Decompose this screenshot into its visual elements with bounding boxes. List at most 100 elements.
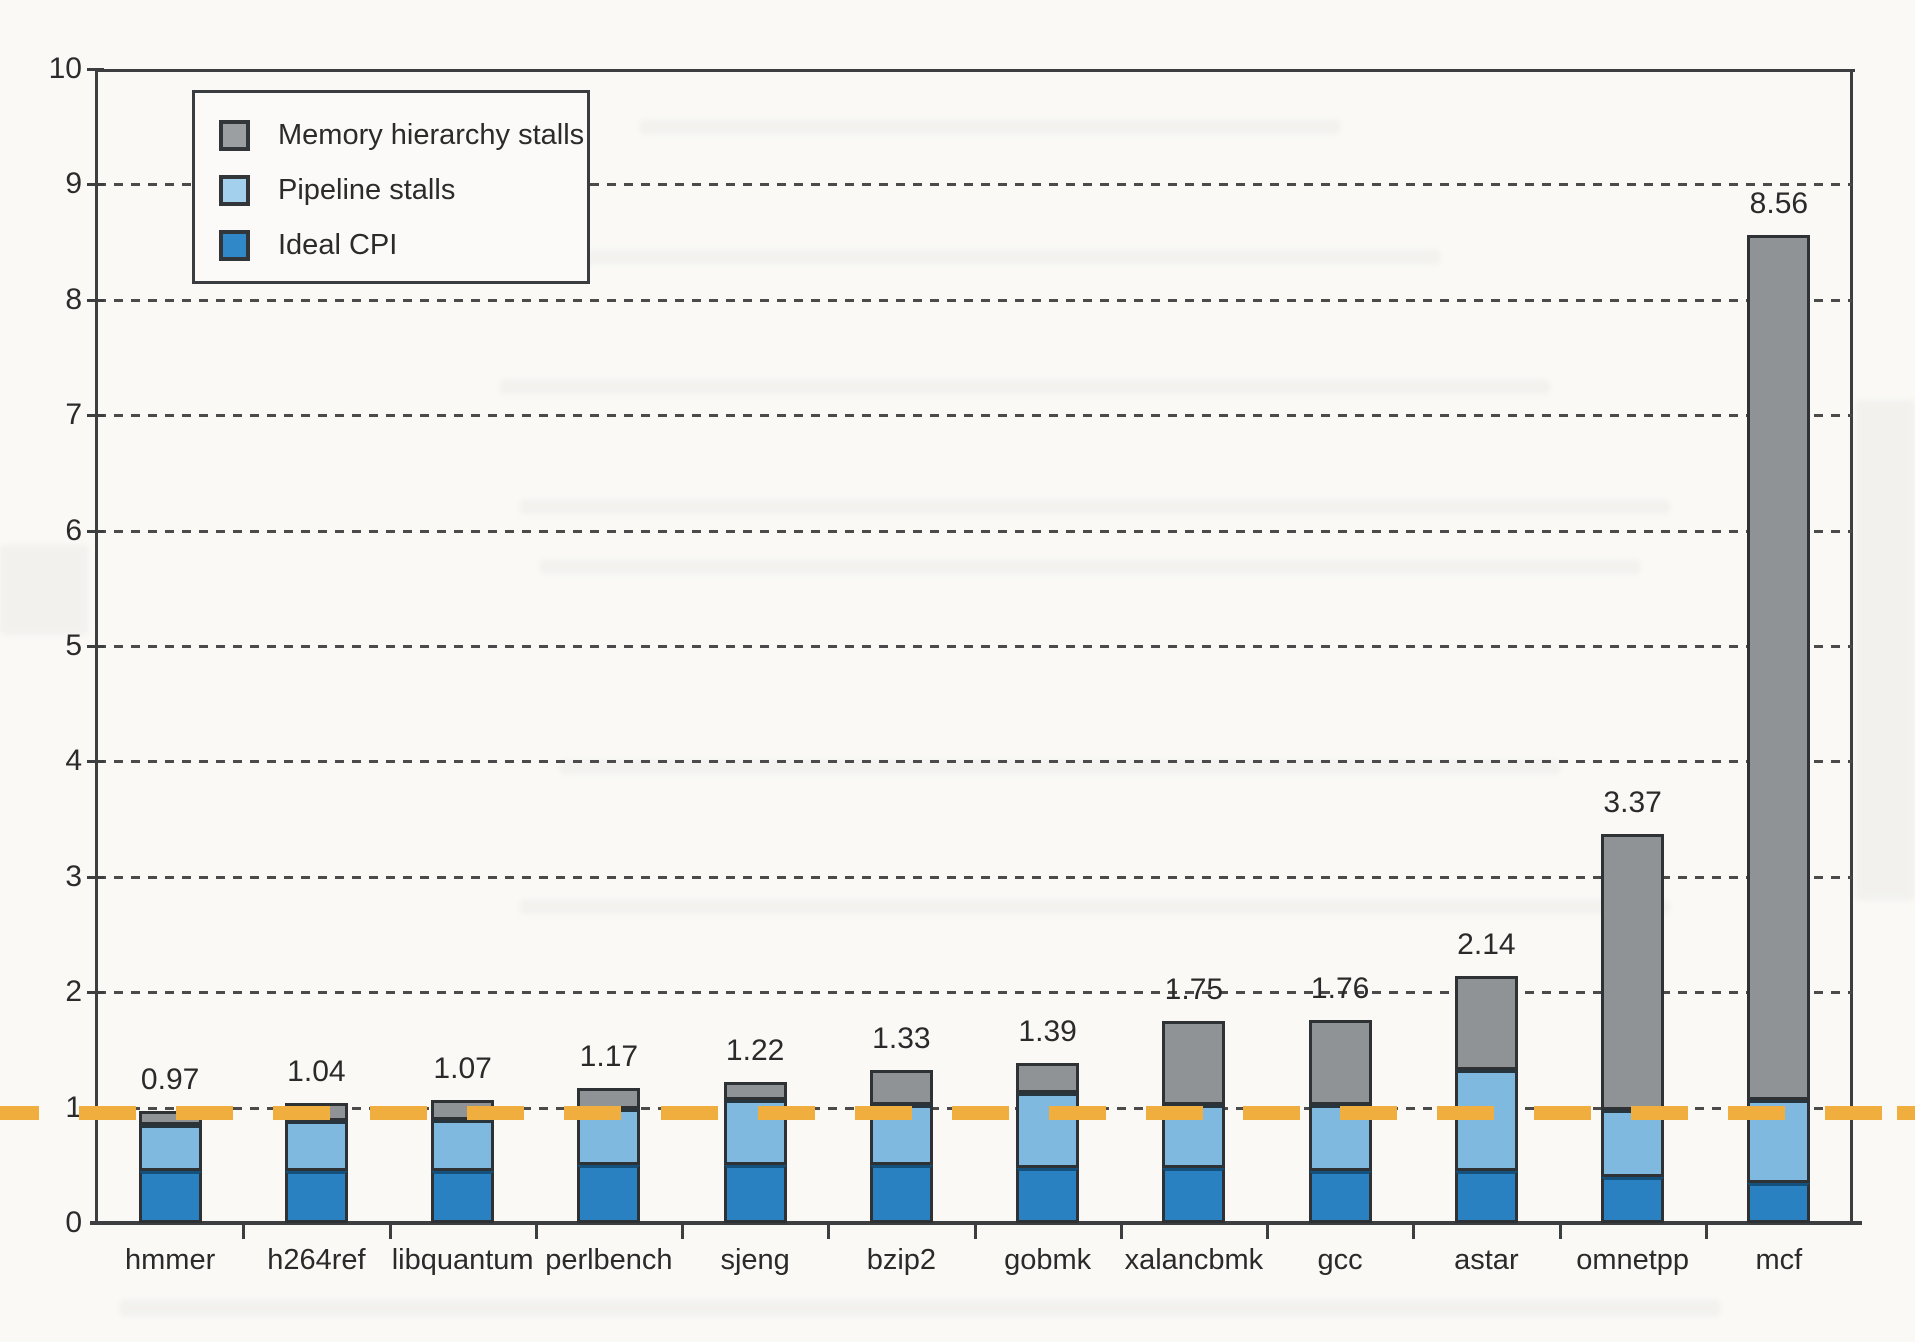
gridline-y2 — [97, 991, 1852, 995]
plot-top-border — [95, 69, 1855, 72]
bar-segment-memory-stalls — [1162, 1021, 1226, 1106]
y-axis-tick-label: 7 — [65, 398, 82, 432]
bar-segment-pipeline-stalls — [138, 1124, 202, 1172]
bar-value-label: 1.75 — [1164, 973, 1224, 1007]
x-axis-label-perlbench: perlbench — [545, 1244, 673, 1276]
bar-segment-ideal-cpi — [577, 1165, 641, 1223]
x-axis-tick — [534, 1223, 538, 1239]
x-axis-tick — [388, 1223, 392, 1239]
bar-value-label: 1.07 — [433, 1051, 492, 1085]
bar-segment-ideal-cpi — [1016, 1167, 1080, 1223]
bar-segment-pipeline-stalls — [284, 1121, 348, 1172]
y-axis-tick-label: 10 — [48, 52, 82, 85]
bar-segment-memory-stalls — [1016, 1062, 1080, 1093]
x-axis-tick — [242, 1223, 246, 1239]
bar-value-label: 2.14 — [1457, 928, 1516, 962]
legend-label: Ideal CPI — [278, 228, 398, 261]
bar-segment-pipeline-stalls — [1016, 1092, 1080, 1168]
x-axis-tick — [973, 1223, 977, 1239]
y-axis-tick-label: 4 — [65, 744, 82, 778]
x-axis-label-h264ref: h264ref — [267, 1244, 366, 1276]
gridline-y7 — [97, 414, 1852, 418]
x-axis-tick — [1266, 1223, 1269, 1239]
bar-segment-memory-stalls — [723, 1082, 787, 1100]
y-axis-tick-label: 9 — [65, 167, 82, 201]
bar-segment-ideal-cpi — [723, 1165, 787, 1223]
bar-segment-ideal-cpi — [1308, 1171, 1372, 1223]
y-axis-tick-label: 5 — [65, 629, 82, 662]
x-axis-tick — [1119, 1223, 1123, 1239]
x-axis-label-hmmer: hmmer — [125, 1244, 216, 1276]
bar-segment-ideal-cpi — [1162, 1167, 1226, 1223]
gridline-y5 — [97, 645, 1852, 648]
y-axis-tick-label: 3 — [65, 859, 82, 893]
gridline-y8 — [97, 298, 1852, 302]
x-axis-tick — [681, 1223, 684, 1239]
bar-segment-pipeline-stalls — [1454, 1069, 1518, 1172]
pipeline-stalls-swatch-icon — [219, 174, 250, 206]
legend-label: Memory hierarchy stalls — [278, 118, 585, 151]
legend-label: Pipeline stalls — [278, 173, 456, 206]
y-axis-tick — [87, 414, 104, 418]
bar-segment-memory-stalls — [869, 1069, 933, 1106]
bar-segment-pipeline-stalls — [431, 1120, 495, 1172]
x-axis-label-sjeng: sjeng — [720, 1244, 790, 1276]
y-axis-tick — [87, 183, 104, 187]
y-axis-tick-label: 6 — [65, 513, 82, 547]
x-axis-tick — [827, 1223, 831, 1239]
y-axis-tick — [87, 991, 104, 995]
bar-value-label: 1.17 — [579, 1039, 639, 1073]
x-axis-label-xalancbmk: xalancbmk — [1124, 1244, 1264, 1276]
y-axis-tick-label: 0 — [65, 1206, 82, 1239]
x-axis-label-gobmk: gobmk — [1004, 1244, 1092, 1276]
bar-segment-ideal-cpi — [431, 1171, 495, 1223]
bar-segment-ideal-cpi — [1454, 1171, 1518, 1223]
legend-item-pipeline-stalls: Pipeline stalls — [219, 172, 455, 208]
x-axis-label-bzip2: bzip2 — [866, 1244, 937, 1276]
gridline-y3 — [97, 875, 1852, 879]
bar-segment-memory-stalls — [1308, 1019, 1372, 1106]
y-axis-tick — [87, 529, 104, 533]
bar-segment-memory-stalls — [1747, 235, 1811, 1100]
memory-stalls-swatch-icon — [219, 119, 250, 151]
y-axis-tick-label: 8 — [65, 282, 82, 316]
y-axis-tick — [87, 760, 104, 764]
x-axis-label-libquantum: libquantum — [391, 1244, 534, 1276]
bar-segment-memory-stalls — [1601, 834, 1665, 1110]
x-axis-tick — [1558, 1223, 1562, 1239]
legend-item-ideal-cpi: Ideal CPI — [219, 227, 397, 263]
bar-value-label: 3.37 — [1603, 786, 1662, 820]
gridline-y4 — [97, 760, 1852, 764]
legend: Memory hierarchy stalls Pipeline stalls … — [192, 90, 590, 284]
bar-value-label: 1.22 — [725, 1034, 785, 1068]
bar-segment-ideal-cpi — [138, 1171, 202, 1223]
y-axis-tick — [87, 645, 104, 648]
bar-value-label: 1.04 — [287, 1054, 346, 1088]
bar-value-label: 1.39 — [1018, 1014, 1077, 1048]
x-axis-label-astar: astar — [1454, 1244, 1519, 1276]
x-axis-tick — [1704, 1223, 1708, 1239]
bar-value-label: 1.33 — [872, 1021, 931, 1055]
bar-value-label: 8.56 — [1749, 187, 1809, 221]
gridline-y9 — [97, 183, 1852, 187]
x-axis-label-mcf: mcf — [1755, 1244, 1803, 1276]
bar-segment-ideal-cpi — [869, 1165, 933, 1223]
ideal-cpi-swatch-icon — [219, 229, 250, 261]
y-axis-tick-label: 2 — [65, 975, 82, 1009]
bar-value-label: 1.76 — [1310, 971, 1370, 1005]
bar-segment-pipeline-stalls — [1601, 1109, 1665, 1177]
bar-value-label: 0.97 — [140, 1063, 200, 1097]
bar-segment-ideal-cpi — [1747, 1182, 1811, 1223]
legend-item-memory-stalls: Memory hierarchy stalls — [219, 117, 584, 153]
x-axis-label-gcc: gcc — [1317, 1244, 1363, 1276]
bar-segment-ideal-cpi — [1601, 1176, 1665, 1223]
y-axis-tick — [87, 875, 104, 879]
bar-segment-memory-stalls — [1454, 976, 1518, 1070]
y-axis-tick — [87, 298, 104, 302]
x-axis-label-omnetpp: omnetpp — [1576, 1244, 1690, 1276]
bar-segment-ideal-cpi — [284, 1171, 348, 1223]
x-axis-tick — [1412, 1223, 1416, 1239]
gridline-y6 — [97, 529, 1852, 533]
cpi-equals-one-annotation-line — [0, 1106, 1915, 1120]
